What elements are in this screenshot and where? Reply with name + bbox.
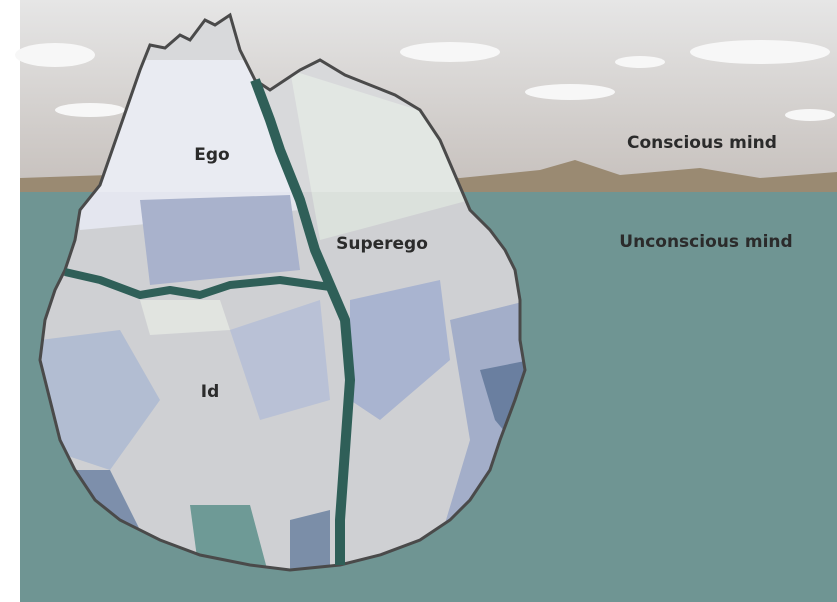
page: Ego Superego Id Conscious mind Unconscio… — [0, 0, 837, 602]
region-label: Ego — [194, 145, 229, 165]
iceberg-diagram: Ego Superego Id Conscious mind Unconscio… — [0, 0, 837, 602]
region-label: Superego — [336, 234, 428, 254]
region-label: Id — [201, 382, 220, 402]
level-label: Conscious mind — [627, 133, 777, 153]
level-label: Unconscious mind — [619, 232, 792, 252]
